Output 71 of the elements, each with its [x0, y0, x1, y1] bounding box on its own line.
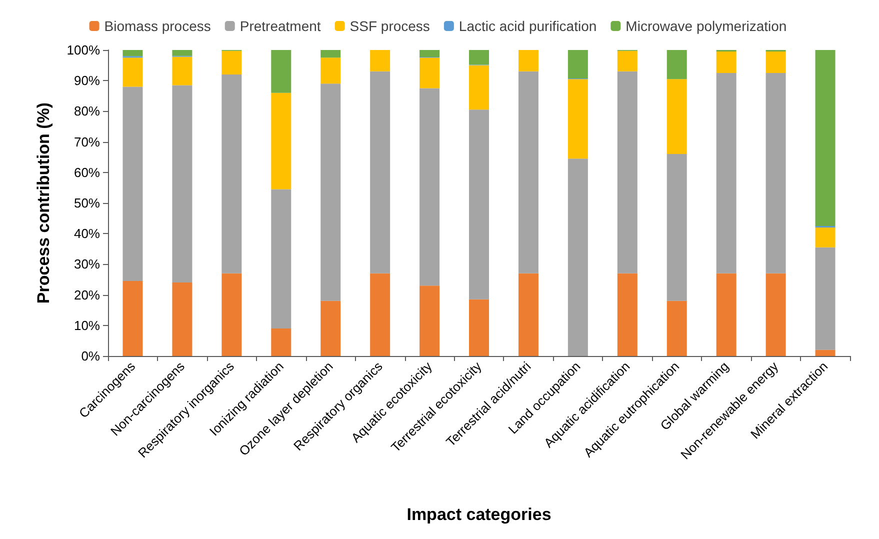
bar: [617, 71, 638, 274]
bar: [469, 110, 489, 300]
bar: [666, 50, 687, 80]
bar: [122, 86, 143, 282]
y-tick-label: 50%: [74, 196, 100, 210]
y-tick-label: 80%: [74, 104, 100, 119]
bar: [716, 72, 736, 274]
bar: [815, 350, 836, 356]
legend-label: Biomass process: [104, 18, 211, 34]
bar: [420, 58, 440, 88]
bar: [420, 88, 440, 286]
y-tick-label: 30%: [74, 256, 100, 272]
legend-label: Pretreatment: [240, 18, 321, 34]
x-axis-title: Impact categories: [406, 505, 552, 524]
bar: [271, 92, 292, 190]
bar: [617, 50, 638, 72]
bar: [122, 50, 143, 56]
bar: [469, 65, 489, 110]
bar: [122, 58, 143, 87]
bar: [815, 247, 836, 350]
bar: [172, 50, 192, 56]
bar: [271, 189, 292, 328]
y-tick-label: 10%: [74, 318, 100, 333]
y-tick-label: 20%: [74, 287, 100, 302]
y-tick-label: 70%: [74, 134, 100, 150]
bar: [617, 273, 638, 356]
legend-label: SSF process: [350, 18, 430, 34]
bar: [568, 158, 588, 356]
bar: [172, 85, 192, 283]
bar: [766, 273, 786, 356]
bar: [370, 71, 390, 274]
bar: [666, 154, 687, 301]
bar: [420, 286, 440, 356]
y-tick-label: 40%: [74, 226, 100, 242]
bar: [222, 273, 242, 356]
y-axis-title: Process contribution (%): [34, 102, 53, 304]
y-tick-label: 60%: [74, 164, 100, 180]
bar: [370, 50, 390, 72]
bar: [568, 79, 588, 159]
bar: [320, 58, 341, 84]
bar: [222, 74, 242, 274]
bar: [716, 273, 736, 356]
bar: [420, 50, 440, 58]
bar: [666, 300, 687, 356]
bar: [271, 328, 292, 356]
bar: [172, 56, 192, 86]
y-tick-label: 90%: [74, 73, 100, 88]
bar: [469, 299, 489, 356]
bar: [469, 50, 489, 65]
bar: [222, 50, 242, 74]
y-tick-label: 0%: [81, 348, 100, 364]
bar: [518, 50, 538, 72]
bar: [815, 50, 836, 226]
bar: [518, 273, 538, 356]
bar: [518, 71, 538, 274]
bar: [815, 227, 836, 248]
legend-label: Microwave polymerization: [626, 18, 787, 34]
bar: [320, 50, 341, 58]
bar: [568, 50, 588, 78]
bar: [320, 300, 341, 356]
y-tick-label: 100%: [66, 42, 100, 58]
bar: [766, 52, 786, 73]
bar: [122, 281, 143, 356]
legend-label: Lactic acid purification: [458, 18, 597, 34]
bar: [370, 273, 390, 356]
bar: [320, 84, 341, 301]
bar: [271, 50, 292, 93]
bar: [172, 282, 192, 356]
bar: [716, 52, 736, 73]
bar: [766, 72, 786, 274]
bar: [666, 79, 687, 154]
